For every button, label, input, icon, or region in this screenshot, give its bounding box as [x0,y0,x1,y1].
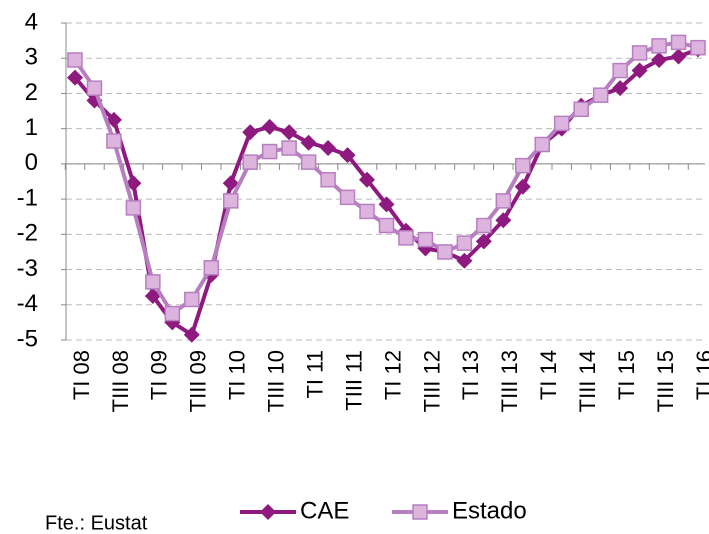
data-point [553,115,570,132]
data-point [145,274,161,290]
data-point [86,80,103,96]
data-point [281,124,298,141]
x-tick-label: TI 16 [692,350,709,400]
y-tick-label: -3 [17,255,38,282]
data-point [534,136,550,153]
data-point [300,154,317,170]
legend-marker [260,504,276,520]
x-tick-label: TIII 11 [341,350,366,411]
data-point [242,124,259,141]
y-tick-label: -2 [17,220,38,247]
legend-label: Estado [452,497,527,524]
x-tick-label: TIII 10 [264,350,289,412]
x-tick-label: TI 09 [147,350,172,400]
x-tick-label: TI 13 [458,350,483,400]
x-tick-label: TI 15 [614,350,639,400]
data-point [359,171,376,188]
data-point [261,118,278,135]
data-point [631,62,648,79]
data-point [339,147,356,164]
data-point [378,196,395,213]
y-tick-label: 2 [25,79,38,106]
data-point [67,69,83,86]
data-point [495,193,512,209]
data-point [378,217,395,234]
x-tick-label: TI 08 [69,350,94,400]
data-point [456,235,473,251]
y-tick-label: 4 [25,8,38,35]
data-point [339,189,356,206]
data-point [670,34,687,51]
data-point [320,171,336,188]
data-point [417,231,434,248]
data-point [222,175,239,192]
source-note: Fte.: Eustat [45,512,148,534]
legend-marker [412,504,428,520]
data-point [592,87,609,103]
data-point [125,200,142,216]
data-point [437,244,453,260]
data-point [164,305,181,322]
data-point [320,140,337,157]
data-point [223,193,239,209]
y-tick-label: 1 [25,114,38,141]
y-tick-label: 3 [25,44,38,71]
data-point [203,260,220,276]
y-tick-label: -1 [17,184,38,211]
data-point [612,80,629,97]
x-tick-label: TIII 14 [575,350,600,412]
data-point [261,143,278,160]
data-point [242,154,258,170]
data-point [67,52,83,68]
x-tick-label: TI 10 [225,350,250,400]
data-point [281,140,297,156]
data-point [631,45,648,61]
data-point [300,134,317,151]
data-point [398,230,414,246]
x-tick-label: TIII 08 [108,350,133,412]
data-point [515,157,531,174]
data-point [106,133,122,149]
x-tick-label: TI 14 [536,350,561,400]
x-tick-label: TIII 13 [497,350,522,412]
data-point [514,178,531,195]
data-point [456,252,473,269]
data-point [184,291,200,308]
data-point [651,38,667,54]
data-point [476,217,492,234]
data-point [612,62,628,79]
data-point [183,326,200,343]
x-tick-label: TI 12 [380,350,405,400]
data-point [359,203,375,220]
x-tick-label: TIII 09 [186,350,211,412]
data-point [495,212,512,229]
data-point [690,39,706,56]
x-tick-label: TIII 15 [653,350,678,412]
data-point [573,101,589,118]
legend-label: CAE [300,497,349,524]
x-tick-label: TI 11 [302,350,327,399]
series-line [73,40,699,316]
data-point [670,48,687,65]
y-tick-label: -4 [17,290,38,317]
y-tick-label: 0 [25,149,38,176]
x-tick-label: TIII 12 [419,350,444,412]
data-point [651,51,668,68]
data-point [475,233,492,250]
y-tick-label: -5 [17,325,38,352]
data-point [105,111,122,128]
